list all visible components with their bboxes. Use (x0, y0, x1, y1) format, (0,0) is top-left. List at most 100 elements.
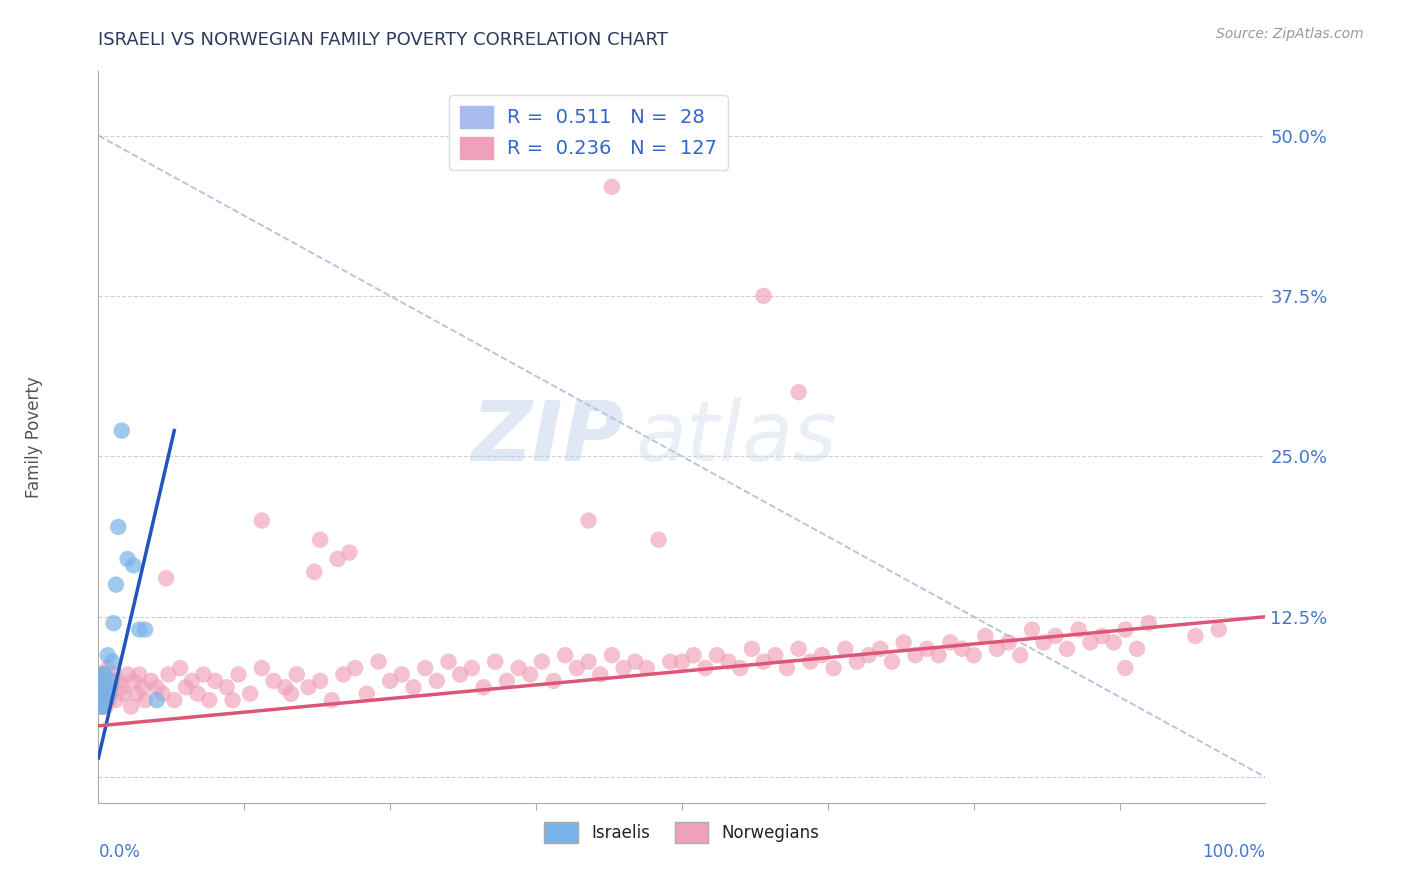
Point (274, 681, 297, 695)
Point (752, 289, 775, 303)
Point (90, 673, 112, 688)
Point (437, 655, 460, 669)
Point (752, 655, 775, 669)
Point (554, 648, 576, 663)
Point (1032, 635, 1054, 649)
Point (103, 616, 125, 631)
Point (928, 648, 950, 663)
Point (530, 655, 553, 669)
Point (613, 661, 636, 675)
Point (893, 635, 915, 649)
Point (962, 648, 984, 663)
Point (823, 661, 845, 675)
Point (472, 681, 495, 695)
Point (98, 681, 121, 695)
Point (90, 699, 112, 714)
Point (93, 693, 115, 707)
Point (1045, 629, 1067, 643)
Point (280, 687, 302, 701)
Point (169, 661, 191, 675)
Point (1114, 623, 1136, 637)
Point (402, 681, 425, 695)
Point (413, 661, 436, 675)
Point (391, 667, 413, 681)
Point (107, 520, 129, 534)
Point (96, 693, 118, 707)
Point (90, 667, 112, 681)
Point (449, 667, 471, 681)
Point (344, 661, 367, 675)
Point (834, 641, 856, 656)
Point (250, 661, 273, 675)
Point (98, 687, 121, 701)
Point (96, 681, 118, 695)
Point (682, 648, 704, 663)
Point (91, 673, 114, 688)
Point (565, 661, 588, 675)
Point (90, 699, 112, 714)
Point (496, 673, 519, 688)
Point (915, 641, 938, 656)
Point (97, 687, 120, 701)
Point (309, 673, 332, 688)
Point (950, 641, 973, 656)
Point (90, 681, 112, 695)
Point (787, 385, 810, 400)
Point (93, 667, 115, 681)
Point (198, 693, 221, 707)
Point (695, 661, 717, 675)
Point (221, 693, 243, 707)
Text: Source: ZipAtlas.com: Source: ZipAtlas.com (1216, 27, 1364, 41)
Point (730, 661, 752, 675)
Point (239, 687, 262, 701)
Point (228, 667, 250, 681)
Point (146, 681, 169, 695)
Point (356, 687, 378, 701)
Text: atlas: atlas (636, 397, 837, 477)
Point (93, 667, 115, 681)
Point (763, 648, 786, 663)
Point (94, 687, 117, 701)
Point (578, 514, 600, 528)
Point (461, 661, 484, 675)
Point (904, 648, 927, 663)
Point (112, 687, 135, 701)
Point (484, 655, 506, 669)
Point (332, 667, 354, 681)
Point (285, 667, 308, 681)
Point (90, 687, 112, 701)
Legend: Israelis, Norwegians: Israelis, Norwegians (537, 815, 827, 849)
Point (262, 673, 284, 688)
Point (578, 655, 600, 669)
Point (91, 673, 114, 688)
Point (103, 667, 125, 681)
Point (1137, 616, 1160, 631)
Point (1056, 641, 1078, 656)
Point (193, 667, 215, 681)
Point (1208, 623, 1230, 637)
Text: 100.0%: 100.0% (1202, 843, 1265, 861)
Point (91, 699, 114, 714)
Point (101, 673, 124, 688)
Point (1126, 641, 1149, 656)
Point (717, 655, 740, 669)
Point (93, 693, 115, 707)
Point (180, 673, 202, 688)
Point (1010, 648, 1032, 663)
Point (1114, 661, 1136, 675)
Point (187, 687, 209, 701)
Point (91, 699, 114, 714)
Point (426, 673, 449, 688)
Point (117, 552, 139, 566)
Point (846, 655, 869, 669)
Point (204, 673, 226, 688)
Point (589, 667, 612, 681)
Point (128, 623, 150, 637)
Text: 0.0%: 0.0% (98, 843, 141, 861)
Point (157, 667, 180, 681)
Point (122, 558, 145, 573)
Point (297, 681, 319, 695)
Point (600, 179, 623, 194)
Point (155, 571, 177, 585)
Point (215, 681, 238, 695)
